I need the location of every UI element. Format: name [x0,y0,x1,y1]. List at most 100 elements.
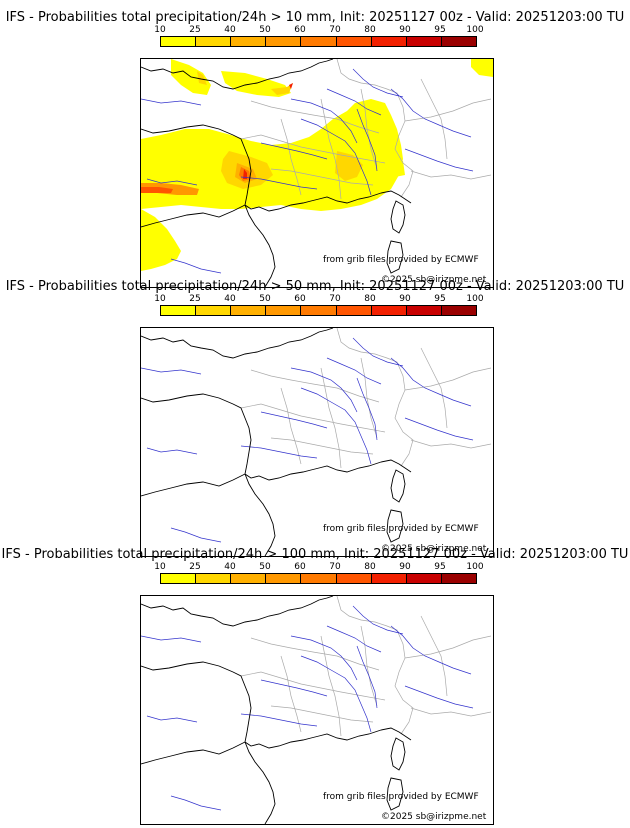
map-svg [141,59,493,287]
map-area: from grib files provided by ECMWF ©2025 s… [140,327,494,557]
rivers [141,337,474,543]
colorbar-segment [441,574,476,583]
precip-area [141,187,173,193]
admin-borders [240,596,492,737]
sardinia-coastline [386,509,404,543]
colorbar-tick-label: 40 [224,294,236,304]
colorbar-segment [406,37,442,46]
map-area: from grib files provided by ECMWF ©2025 s… [140,58,494,288]
colorbar-tick-label: 25 [189,562,201,572]
colorbar-tick-label: 40 [224,25,236,35]
map-area: from grib files provided by ECMWF ©2025 s… [140,595,494,825]
colorbar-tick-label: 25 [189,294,201,304]
precip-area [289,83,293,89]
colorbar-tick-label: 90 [399,294,411,304]
chart-title: IFS - Probabilities total precipitation/… [5,279,625,294]
corsica-coastline [390,737,406,771]
colorbar-tick-label: 25 [189,25,201,35]
colorbar [160,573,477,584]
colorbar-tick-label: 10 [154,294,166,304]
colorbar-segment [231,574,267,583]
rivers [141,605,474,811]
copyright-credit: ©2025 sb@irizpme.net [381,275,487,285]
copyright-credit: ©2025 sb@irizpme.net [381,812,487,822]
source-credit: from grib files provided by ECMWF [323,792,479,802]
colorbar-ticks: 10 25 40 50 60 70 80 90 95 100 [154,294,483,305]
source-credit: from grib files provided by ECMWF [323,524,479,534]
admin-borders [240,59,492,200]
colorbar-tick-label: 70 [329,294,341,304]
colorbar-tick-label: 70 [329,562,341,572]
colorbar-segment [336,37,372,46]
colorbar-ticks: 10 25 40 50 60 70 80 90 95 100 [154,25,483,36]
colorbar [160,305,477,316]
colorbar-segment [266,574,302,583]
precip-area [389,157,405,177]
colorbar-tick-label: 10 [154,25,166,35]
colorbar-tick-label: 60 [294,562,306,572]
colorbar-tick-label: 50 [259,25,271,35]
colorbar-segment [336,574,372,583]
colorbar-segment [406,574,442,583]
colorbar-tick-label: 50 [259,562,271,572]
map-panel-100mm: IFS - Probabilities total precipitation/… [0,547,630,825]
colorbar-tick-label: 95 [434,562,446,572]
colorbar-segment [266,37,302,46]
chart-title: IFS - Probabilities total precipitation/… [5,10,625,25]
precip-area [335,151,363,181]
colorbar-tick-label: 90 [399,25,411,35]
map-panel-10mm: IFS - Probabilities total precipitation/… [0,10,630,288]
copyright-credit: ©2025 sb@irizpme.net [381,544,487,554]
colorbar-tick-label: 10 [154,562,166,572]
colorbar-segment [441,306,476,315]
coastline [141,59,412,287]
precip-area [197,71,207,85]
coastline [141,596,412,824]
chart-title: IFS - Probabilities total precipitation/… [1,547,629,562]
colorbar-segment [301,306,337,315]
colorbar-segment [231,306,267,315]
source-credit: from grib files provided by ECMWF [323,255,479,265]
colorbar-segment [301,574,337,583]
colorbar-tick-label: 90 [399,562,411,572]
colorbar-segment [161,306,197,315]
colorbar-segment [371,306,407,315]
colorbar [160,36,477,47]
colorbar-tick-label: 100 [466,294,484,304]
sardinia-coastline [386,777,404,811]
rivers [141,68,474,274]
colorbar-tick-label: 95 [434,25,446,35]
precip-area [271,83,293,95]
colorbar-tick-label: 70 [329,25,341,35]
colorbar-tick-label: 40 [224,562,236,572]
map-svg [141,596,492,824]
colorbar-segment [266,306,302,315]
colorbar-tick-label: 80 [364,294,376,304]
colorbar-segment [231,37,267,46]
colorbar-segment [406,306,442,315]
colorbar-segment [301,37,337,46]
colorbar-segment [336,306,372,315]
colorbar-tick-label: 80 [364,562,376,572]
colorbar-segment [161,574,197,583]
colorbar-ticks: 10 25 40 50 60 70 80 90 95 100 [154,562,483,573]
sardinia-coastline [386,240,404,274]
colorbar-tick-label: 100 [466,562,484,572]
map-panel-50mm: IFS - Probabilities total precipitation/… [0,279,630,557]
coastline [141,328,412,556]
colorbar-segment [371,574,407,583]
colorbar-segment [196,306,232,315]
admin-borders [240,328,492,469]
corsica-coastline [390,469,406,503]
corsica-coastline [390,200,406,234]
colorbar-segment [196,574,232,583]
colorbar-segment [441,37,476,46]
colorbar-tick-label: 50 [259,294,271,304]
colorbar-tick-label: 100 [466,25,484,35]
colorbar-tick-label: 95 [434,294,446,304]
colorbar-segment [371,37,407,46]
colorbar-segment [161,37,197,46]
colorbar-tick-label: 80 [364,25,376,35]
precip-area [471,59,493,77]
precip-area [243,169,247,179]
